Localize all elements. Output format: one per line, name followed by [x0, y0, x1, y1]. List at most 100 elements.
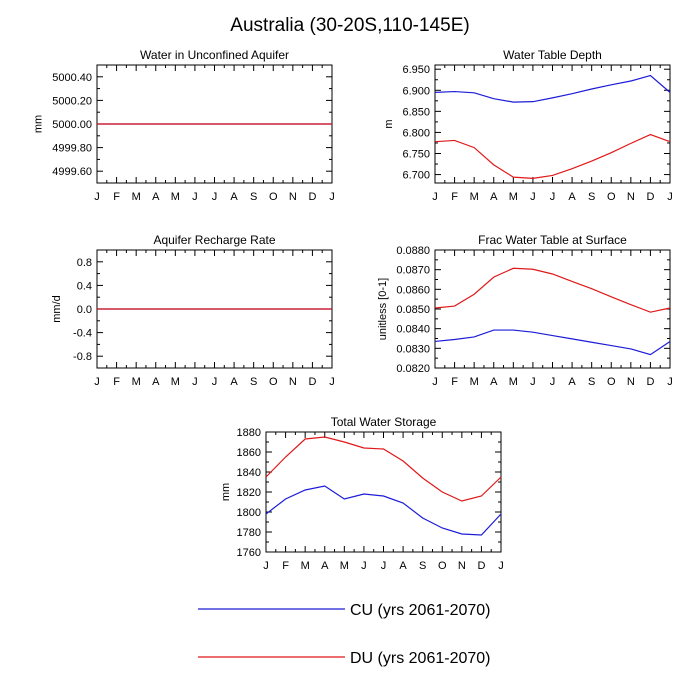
y-axis-label: m — [383, 119, 395, 128]
y-tick-label: 1860 — [237, 447, 261, 459]
chart-title: Water Table Depth — [503, 48, 602, 62]
series-line-cu — [265, 485, 502, 536]
series-line-cu — [434, 74, 671, 103]
series-line-du — [434, 267, 671, 313]
x-tick-label: S — [588, 191, 595, 203]
x-tick-label: A — [490, 376, 498, 388]
y-axis-label: mm — [33, 115, 45, 133]
y-tick-label: 5000.00 — [52, 119, 92, 131]
y-tick-label: 0.0840 — [396, 324, 430, 336]
y-tick-label: 6.850 — [402, 106, 430, 118]
y-tick-label: 5000.20 — [52, 95, 92, 107]
x-tick-label: J — [530, 376, 536, 388]
series-line-du — [434, 133, 671, 179]
chart-title: Total Water Storage — [331, 415, 437, 429]
y-axis-label: mm/d — [51, 295, 63, 323]
x-tick-label: J — [667, 191, 673, 203]
y-tick-label: 1780 — [237, 527, 261, 539]
x-tick-label: J — [498, 560, 504, 572]
y-tick-label: 1840 — [237, 467, 261, 479]
y-tick-label: -0.4 — [73, 328, 92, 340]
x-tick-label: F — [113, 191, 120, 203]
y-tick-label: 0.0870 — [396, 265, 430, 277]
chart-title: Aquifer Recharge Rate — [153, 233, 275, 247]
x-tick-label: J — [263, 560, 269, 572]
x-tick-label: J — [212, 191, 218, 203]
x-tick-label: D — [477, 560, 485, 572]
x-tick-label: M — [509, 191, 518, 203]
y-tick-label: 0.0850 — [396, 304, 430, 316]
series-line-du — [265, 436, 502, 502]
y-tick-label: 1880 — [237, 427, 261, 439]
x-tick-label: A — [490, 191, 498, 203]
x-tick-label: S — [250, 191, 257, 203]
x-tick-label: F — [113, 376, 120, 388]
x-tick-label: O — [438, 560, 447, 572]
x-tick-label: O — [269, 191, 278, 203]
x-tick-label: O — [607, 191, 616, 203]
chart-title: Water in Unconfined Aquifer — [140, 48, 289, 62]
x-tick-label: J — [329, 376, 335, 388]
x-tick-label: M — [301, 560, 310, 572]
x-tick-label: D — [646, 191, 654, 203]
y-tick-label: 0.0880 — [396, 245, 430, 257]
y-tick-label: 1820 — [237, 487, 261, 499]
legend-label: CU (yrs 2061-2070) — [350, 602, 491, 619]
x-tick-label: F — [282, 560, 289, 572]
x-tick-label: J — [94, 191, 100, 203]
figure-title: Australia (30-20S,110-145E) — [230, 15, 469, 36]
x-tick-label: J — [94, 376, 100, 388]
y-tick-label: 0.0820 — [396, 363, 430, 375]
x-tick-label: M — [470, 191, 479, 203]
x-tick-label: M — [171, 376, 180, 388]
legend: CU (yrs 2061-2070) DU (yrs 2061-2070) — [198, 602, 491, 667]
x-tick-label: M — [509, 376, 518, 388]
x-tick-label: A — [152, 376, 160, 388]
y-tick-label: 4999.60 — [52, 166, 92, 178]
x-tick-label: A — [568, 376, 576, 388]
x-tick-label: N — [627, 376, 635, 388]
x-tick-label: M — [340, 560, 349, 572]
y-tick-label: 5000.40 — [52, 72, 92, 84]
x-tick-label: M — [132, 376, 141, 388]
x-tick-label: J — [550, 376, 556, 388]
x-tick-label: J — [550, 191, 556, 203]
x-tick-label: S — [419, 560, 426, 572]
series-line-cu — [434, 329, 671, 356]
y-tick-label: 0.0830 — [396, 343, 430, 355]
x-tick-label: J — [667, 376, 673, 388]
y-tick-label: 6.800 — [402, 127, 430, 139]
y-tick-label: 6.950 — [402, 64, 430, 76]
y-tick-label: 6.900 — [402, 85, 430, 97]
x-tick-label: J — [192, 376, 198, 388]
y-axis-label: mm — [220, 483, 232, 501]
x-tick-label: J — [329, 191, 335, 203]
chart-title: Frac Water Table at Surface — [478, 233, 627, 247]
x-tick-label: A — [230, 376, 238, 388]
x-tick-label: N — [289, 376, 297, 388]
x-tick-label: A — [230, 191, 238, 203]
x-tick-label: A — [568, 191, 576, 203]
y-tick-label: 1800 — [237, 507, 261, 519]
x-tick-label: O — [607, 376, 616, 388]
y-tick-label: 6.750 — [402, 149, 430, 161]
x-tick-label: J — [432, 376, 438, 388]
plot-frame — [434, 64, 671, 184]
x-tick-label: N — [289, 191, 297, 203]
x-tick-label: J — [432, 191, 438, 203]
y-tick-label: 0.4 — [77, 280, 92, 292]
x-tick-label: J — [381, 560, 387, 572]
y-tick-label: 0.0860 — [396, 284, 430, 296]
x-tick-label: A — [321, 560, 329, 572]
x-tick-label: J — [361, 560, 367, 572]
x-tick-label: D — [646, 376, 654, 388]
x-tick-label: N — [627, 191, 635, 203]
x-tick-label: J — [192, 191, 198, 203]
y-tick-label: 6.700 — [402, 170, 430, 182]
